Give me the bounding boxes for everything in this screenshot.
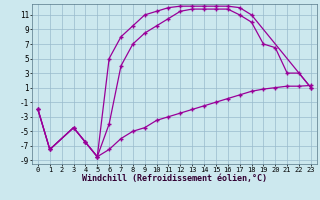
X-axis label: Windchill (Refroidissement éolien,°C): Windchill (Refroidissement éolien,°C) [82,174,267,183]
